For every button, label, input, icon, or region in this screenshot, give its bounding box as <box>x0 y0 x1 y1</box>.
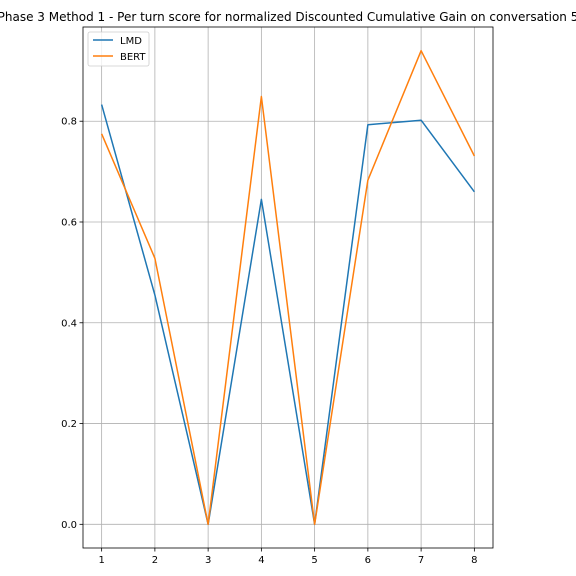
series-lines <box>100 49 476 526</box>
x-tick-label: 8 <box>471 555 477 566</box>
legend-label-lmd: LMD <box>120 36 142 47</box>
x-tick-label: 3 <box>205 555 211 566</box>
y-tick-label: 0.0 <box>61 520 77 531</box>
y-tick-label: 0.6 <box>61 217 77 228</box>
legend-label-bert: BERT <box>120 52 146 63</box>
y-tick-label: 0.4 <box>61 318 77 329</box>
y-axis-ticks: 0.0 0.2 0.4 0.6 0.8 <box>61 117 83 531</box>
x-tick-label: 4 <box>258 555 264 566</box>
plot-frame <box>82 26 494 549</box>
series-line-lmd <box>100 104 475 526</box>
series-line-bert <box>100 49 476 526</box>
x-tick-label: 6 <box>365 555 371 566</box>
grid <box>83 27 493 548</box>
x-tick-label: 7 <box>418 555 424 566</box>
chart-title: Phase 3 Method 1 - Per turn score for no… <box>0 10 576 24</box>
x-tick-label: 2 <box>152 555 158 566</box>
x-axis-ticks: 1 2 3 4 5 6 7 8 <box>98 548 478 566</box>
x-tick-label: 1 <box>98 555 104 566</box>
legend: LMD BERT <box>87 31 150 67</box>
y-tick-label: 0.2 <box>61 419 77 430</box>
y-tick-label: 0.8 <box>61 117 77 128</box>
x-tick-label: 5 <box>311 555 317 566</box>
